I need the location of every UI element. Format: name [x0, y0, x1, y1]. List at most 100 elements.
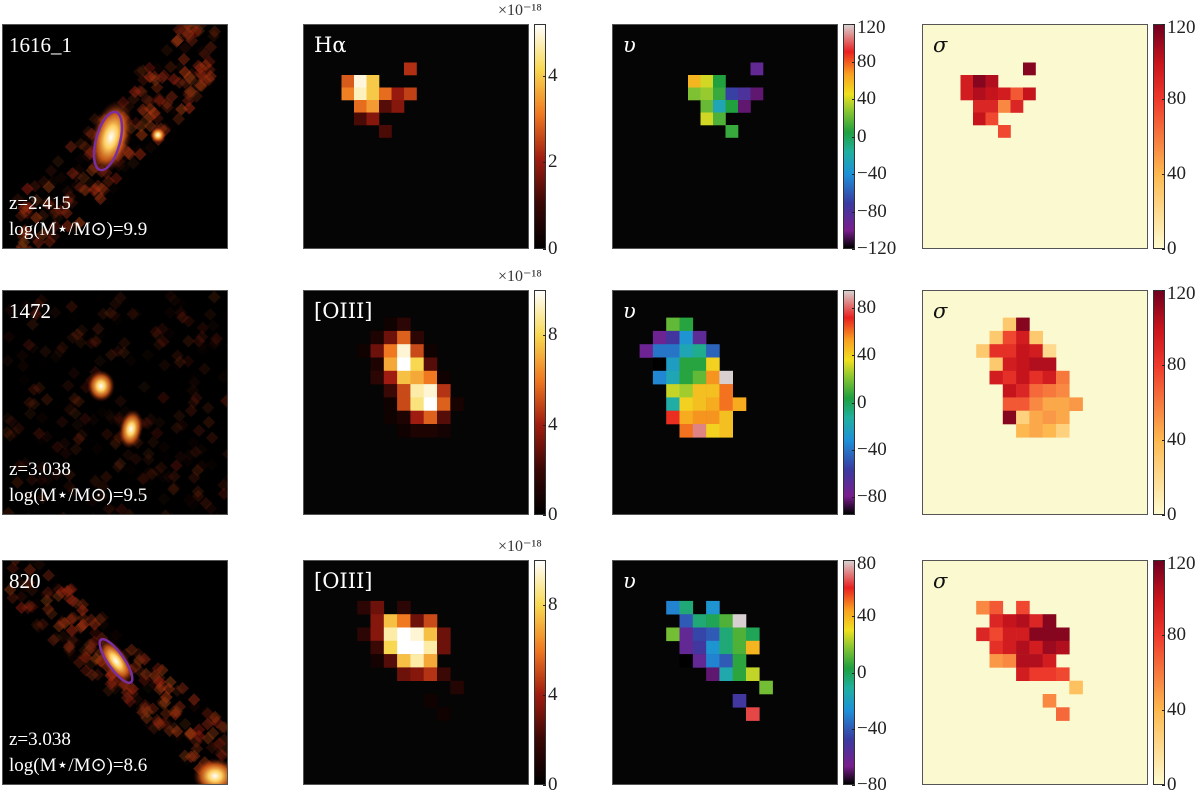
flux-pixel: [410, 641, 424, 655]
velocity-pixel: [680, 628, 694, 642]
velocity-map-panel: υ: [612, 560, 838, 785]
colorbar-tick: [852, 560, 855, 561]
velocity-pixel: [746, 667, 760, 681]
galaxy-id: 1472: [9, 299, 51, 324]
flux-pixel: [371, 641, 385, 655]
dispersion-pixel: [998, 88, 1011, 101]
flux-pixel: [437, 628, 451, 642]
galaxy-id: 1616_1: [9, 33, 72, 58]
colorbar-tick: [852, 450, 855, 451]
colorbar-tick: [852, 137, 855, 138]
colorbar-tick-label: 80: [1167, 355, 1186, 374]
velocity-pixel: [666, 411, 680, 425]
velocity-pixel: [713, 88, 726, 101]
velocity-pixel: [666, 397, 680, 411]
flux-label: Hα: [314, 33, 347, 57]
colorbar-scale-label: ×10⁻¹⁸: [498, 266, 542, 286]
velocity-map: [613, 25, 838, 249]
velocity-pixel: [738, 88, 751, 101]
dispersion-pixel: [990, 358, 1004, 372]
flux-pixel: [397, 371, 411, 385]
stamp-noise: [222, 448, 228, 461]
colorbar-tick: [543, 425, 546, 426]
velocity-pixel: [693, 641, 707, 655]
flux-pixel: [371, 601, 385, 615]
colorbar-scale-label: ×10⁻¹⁸: [498, 536, 542, 556]
dispersion-pixel: [1029, 358, 1043, 372]
velocity-pixel: [759, 681, 773, 695]
velocity-pixel: [706, 371, 720, 385]
velocity-pixel: [680, 358, 694, 372]
flux-pixel: [424, 641, 438, 655]
stamp-noise: [94, 355, 107, 368]
flux-pixel: [410, 628, 424, 642]
stamp-noise: [22, 512, 35, 515]
flux-pixel: [410, 424, 424, 438]
velocity-pixel: [733, 654, 747, 668]
dispersion-pixel: [1043, 424, 1057, 438]
velocity-pixel: [640, 344, 654, 358]
velocity-pixel: [680, 654, 694, 668]
flux-pixel: [410, 358, 424, 372]
velocity-pixel: [733, 628, 747, 642]
stamp-noise: [159, 509, 172, 515]
velocity-pixel: [666, 358, 680, 372]
flux-pixel: [397, 358, 411, 372]
flux-colorbar: [534, 24, 546, 249]
stellar-mass-label: log(M⋆/M⊙)=8.6: [9, 754, 147, 777]
flux-pixel: [410, 371, 424, 385]
dispersion-pixel: [1029, 628, 1043, 642]
velocity-pixel: [693, 654, 707, 668]
velocity-pixel: [680, 371, 694, 385]
flux-pixel: [392, 88, 405, 101]
stamp-noise: [65, 140, 78, 153]
dispersion-pixel: [961, 75, 974, 88]
velocity-pixel: [693, 424, 707, 438]
flux-pixel: [437, 641, 451, 655]
velocity-pixel: [719, 371, 733, 385]
dispersion-pixel: [1003, 654, 1017, 668]
flux-pixel: [357, 628, 371, 642]
stamp-noise: [94, 291, 107, 304]
colorbar-tick-label: 120: [1167, 554, 1196, 573]
stamp-noise: [226, 339, 228, 352]
stamp-noise: [3, 507, 15, 515]
stamp-noise: [161, 44, 174, 57]
dispersion-pixel: [1043, 411, 1057, 425]
colorbar-tick: [1162, 560, 1165, 561]
velocity-pixel: [726, 88, 739, 101]
velocity-pixel: [713, 113, 726, 126]
flux-pixel: [384, 344, 398, 358]
stamp-noise: [193, 424, 206, 437]
galaxy-blob: [193, 758, 228, 785]
flux-pixel: [397, 667, 411, 681]
dispersion-pixel: [973, 75, 986, 88]
velocity-pixel: [706, 628, 720, 642]
velocity-pixel: [653, 371, 667, 385]
flux-pixel: [371, 358, 385, 372]
stamp-noise: [33, 244, 46, 249]
dispersion-pixel: [1069, 397, 1083, 411]
colorbar-tick-label: −80: [857, 487, 887, 506]
stamp-noise: [207, 319, 220, 332]
flux-pixel: [450, 397, 464, 411]
colorbar-tick-label: −40: [857, 719, 887, 738]
stamp-noise: [218, 487, 228, 500]
velocity-pixel: [653, 358, 667, 372]
flux-pixel: [367, 113, 380, 126]
velocity-pixel: [680, 331, 694, 345]
flux-pixel: [397, 331, 411, 345]
colorbar-tick: [852, 62, 855, 63]
stellar-mass-label: log(M⋆/M⊙)=9.9: [9, 218, 147, 241]
dispersion-pixel: [1056, 371, 1070, 385]
stamp-noise: [36, 411, 49, 424]
flux-pixel: [354, 75, 367, 88]
colorbar-tick: [543, 695, 546, 696]
dispersion-pixel: [990, 614, 1004, 628]
dispersion-pixel: [1056, 397, 1070, 411]
flux-pixel: [371, 371, 385, 385]
colorbar-tick-label: 80: [857, 554, 876, 573]
colorbar-tick-label: 80: [1167, 89, 1186, 108]
colorbar-tick: [852, 673, 855, 674]
